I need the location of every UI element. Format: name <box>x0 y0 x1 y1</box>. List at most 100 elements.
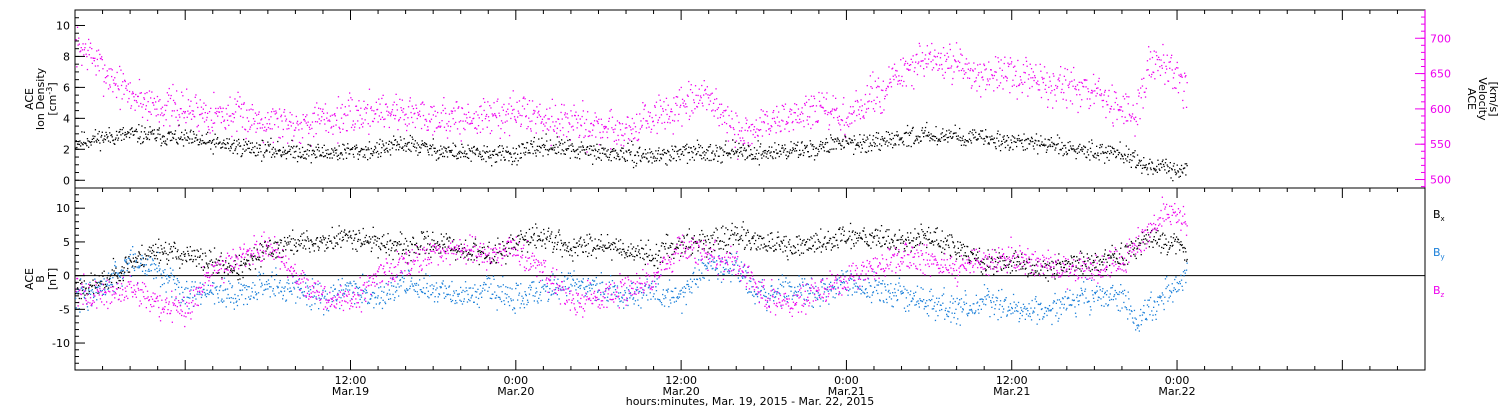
velocity-point-462 <box>361 118 363 120</box>
bx-point-52 <box>107 274 109 277</box>
density-point-1390 <box>936 144 938 146</box>
velocity-point-875 <box>617 134 619 137</box>
density-point-161 <box>174 130 177 132</box>
velocity-point-896 <box>630 129 632 131</box>
bx-point-748 <box>538 235 540 237</box>
density-point-100 <box>137 141 139 143</box>
density-point-1697 <box>1127 156 1129 158</box>
density-point-201 <box>199 138 201 140</box>
bx-point-1206 <box>822 244 824 246</box>
bx-point-1265 <box>859 232 861 234</box>
bx-point-1052 <box>727 229 729 231</box>
bx-point-300 <box>261 244 263 246</box>
bx-point-399 <box>322 235 324 237</box>
velocity-point-677 <box>494 114 496 116</box>
bx-point-954 <box>666 252 668 255</box>
density-point-1552 <box>1037 153 1039 155</box>
density-point-1133 <box>777 152 779 154</box>
bx-point-235 <box>220 252 222 254</box>
velocity-point-254 <box>232 121 234 123</box>
density-point-82 <box>125 136 128 138</box>
bx-point-662 <box>485 256 487 259</box>
bx-point-255 <box>233 267 235 269</box>
density-point-458 <box>358 154 361 156</box>
bx-point-292 <box>256 259 258 261</box>
bx-point-509 <box>390 249 392 252</box>
bx-point-463 <box>362 243 364 245</box>
density-point-167 <box>178 124 180 126</box>
velocity-point-441 <box>348 105 350 107</box>
velocity-point-144 <box>164 104 166 106</box>
velocity-point-304 <box>263 129 265 132</box>
velocity-point-1183 <box>808 99 810 101</box>
bx-point-483 <box>374 239 376 241</box>
density-point-1791 <box>1185 174 1187 176</box>
density-point-1679 <box>1115 155 1118 158</box>
bx-point-1239 <box>843 234 845 236</box>
velocity-point-20 <box>87 49 89 52</box>
bx-point-1101 <box>757 246 759 248</box>
velocity-point-267 <box>240 108 242 110</box>
bx-point-1034 <box>716 240 718 242</box>
density-point-1149 <box>787 156 789 158</box>
velocity-point-1446 <box>971 85 973 87</box>
velocity-point-175 <box>183 117 185 119</box>
velocity-point-685 <box>499 137 501 139</box>
bx-point-1110 <box>763 237 765 239</box>
bx-point-77 <box>122 279 124 282</box>
velocity-point-1211 <box>825 98 827 100</box>
velocity-point-622 <box>460 140 462 142</box>
bx-point-864 <box>610 243 612 245</box>
velocity-point-1369 <box>923 75 925 77</box>
velocity-point-228 <box>216 110 218 113</box>
bx-point-875 <box>617 248 619 251</box>
bx-point-81 <box>125 256 127 258</box>
velocity-point-1037 <box>717 107 720 109</box>
bx-point-177 <box>184 253 186 255</box>
density-point-1758 <box>1164 162 1167 164</box>
bx-point-959 <box>669 245 671 247</box>
density-point-1713 <box>1136 154 1139 156</box>
bx-point-714 <box>517 244 519 246</box>
bx-point-1111 <box>763 243 765 245</box>
velocity-point-1570 <box>1048 86 1050 88</box>
velocity-point-1572 <box>1049 80 1051 82</box>
velocity-point-1319 <box>892 75 894 77</box>
velocity-point-418 <box>334 113 336 115</box>
velocity-point-242 <box>225 128 227 130</box>
density-point-1569 <box>1047 138 1049 141</box>
bx-point-204 <box>201 259 203 261</box>
velocity-point-36 <box>97 65 99 67</box>
density-point-87 <box>128 136 131 139</box>
velocity-point-476 <box>370 107 372 110</box>
velocity-point-1148 <box>786 122 788 125</box>
velocity-point-1639 <box>1091 89 1093 92</box>
velocity-point-948 <box>662 110 664 112</box>
density-point-1529 <box>1022 149 1025 151</box>
bx-point-1137 <box>779 248 782 250</box>
velocity-point-1556 <box>1039 63 1041 65</box>
velocity-point-1773 <box>1174 87 1176 89</box>
density-point-1285 <box>871 145 873 147</box>
velocity-point-827 <box>587 135 589 138</box>
velocity-point-1523 <box>1019 83 1021 85</box>
velocity-point-1640 <box>1091 92 1093 94</box>
velocity-point-25 <box>90 57 92 59</box>
velocity-point-703 <box>510 105 513 107</box>
density-point-1012 <box>702 152 704 154</box>
velocity-point-326 <box>277 117 279 120</box>
velocity-point-1437 <box>965 58 968 60</box>
density-point-1030 <box>713 158 715 160</box>
density-point-450 <box>354 145 356 147</box>
velocity-point-1427 <box>959 48 961 50</box>
velocity-point-665 <box>487 101 489 103</box>
bx-point-32 <box>94 287 97 289</box>
bx-point-459 <box>359 239 361 241</box>
bx-point-286 <box>252 259 254 262</box>
density-point-1444 <box>970 140 972 142</box>
density-point-554 <box>418 152 420 154</box>
density-point-359 <box>297 155 299 157</box>
velocity-point-792 <box>566 136 568 138</box>
density-point-847 <box>600 144 602 146</box>
bx-point-665 <box>487 245 489 248</box>
